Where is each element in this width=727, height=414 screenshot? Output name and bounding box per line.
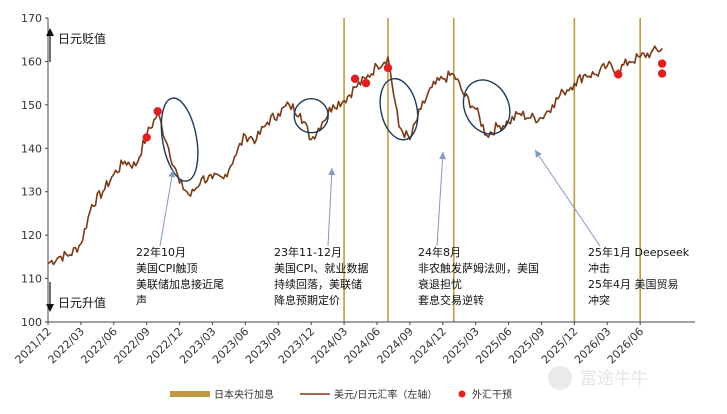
annotation-line: 24年8月 xyxy=(418,245,461,259)
annotation-arrow-head xyxy=(535,150,542,158)
annotation-arrow xyxy=(159,169,174,247)
y-tick-label: 150 xyxy=(21,99,42,112)
legend-boj-swatch xyxy=(170,391,210,397)
intervention-point xyxy=(614,70,623,79)
legend: 日本央行加息 美元/日元汇率（左轴） 外汇干预 xyxy=(170,388,512,401)
annotation-line: 冲突 xyxy=(588,293,610,307)
axes xyxy=(47,18,695,323)
y-tick-label: 100 xyxy=(21,316,42,329)
episode-ellipse xyxy=(462,79,511,135)
svg-text:富途牛牛: 富途牛牛 xyxy=(580,369,648,389)
annotation-line: 衰退担忧 xyxy=(418,277,462,291)
annotation-arrow-head xyxy=(328,168,336,176)
y-tick-label: 170 xyxy=(21,12,42,25)
intervention-points xyxy=(142,59,667,142)
episode-ellipse xyxy=(379,77,419,141)
intervention-point xyxy=(383,63,393,73)
annotation-line: 22年10月 xyxy=(136,245,186,259)
y-tick-label: 110 xyxy=(21,273,42,286)
direction-arrows xyxy=(46,28,54,312)
intervention-point xyxy=(361,78,371,88)
annotation-line: 23年11-12月 xyxy=(274,245,342,259)
legend-line-label: 美元/日元汇率（左轴） xyxy=(334,388,437,401)
intervention-point xyxy=(657,59,667,68)
annotation-line: 美国CPI、就业数据 xyxy=(274,261,369,275)
annotation-line: 25年1月 Deepseek xyxy=(588,245,690,259)
watermark: 富途牛牛 xyxy=(548,366,648,390)
annotation-line: 套息交易逆转 xyxy=(418,293,484,307)
annotation-arrow-head xyxy=(168,170,176,178)
annotation-line: 非农触发萨姆法则，美国 xyxy=(418,261,539,275)
annotation-line: 冲击 xyxy=(588,261,610,275)
intervention-point xyxy=(142,133,151,142)
intervention-point xyxy=(657,69,667,78)
legend-intervention-swatch xyxy=(458,390,466,398)
episode-ellipses xyxy=(160,77,511,182)
usd-jpy-line xyxy=(47,45,663,266)
y-tick-label: 120 xyxy=(21,229,42,242)
annotation-arrows xyxy=(159,149,601,247)
legend-boj-label: 日本央行加息 xyxy=(214,388,274,401)
annotation-line: 美联储加息接近尾 xyxy=(136,277,224,291)
annotation-line: 25年4月 美国贸易 xyxy=(588,277,679,291)
legend-intervention-label: 外汇干预 xyxy=(472,388,512,401)
annotation-line: 持续回落，美联储 xyxy=(274,277,362,291)
annotation-arrow xyxy=(534,149,601,247)
watermark-logo-icon xyxy=(548,366,572,390)
annotation-arrow-head xyxy=(439,152,447,160)
x-tick-label: 2026/06 xyxy=(605,325,647,367)
annotation-line: 声 xyxy=(136,293,147,307)
annotation-line: 降息预期定价 xyxy=(274,293,340,307)
episode-ellipse xyxy=(293,98,329,134)
y-tick-label: 140 xyxy=(21,142,42,155)
y-axis-ticks: 100 110 120 130 140 150 160 170 xyxy=(21,12,48,329)
annotation-line: 美国CPI触顶 xyxy=(136,261,198,275)
label-yen-depreciation: 日元贬值 xyxy=(58,31,106,46)
episode-ellipse xyxy=(160,97,199,182)
annotation-arrow xyxy=(436,151,444,247)
x-axis-ticks: 2021/122022/032022/062022/092022/122023/… xyxy=(13,322,647,367)
y-tick-label: 130 xyxy=(21,186,42,199)
annotation-arrow xyxy=(327,167,333,247)
intervention-point xyxy=(153,107,162,116)
intervention-point xyxy=(350,74,360,84)
label-yen-appreciation: 日元升值 xyxy=(58,295,106,310)
y-tick-label: 160 xyxy=(21,55,42,68)
